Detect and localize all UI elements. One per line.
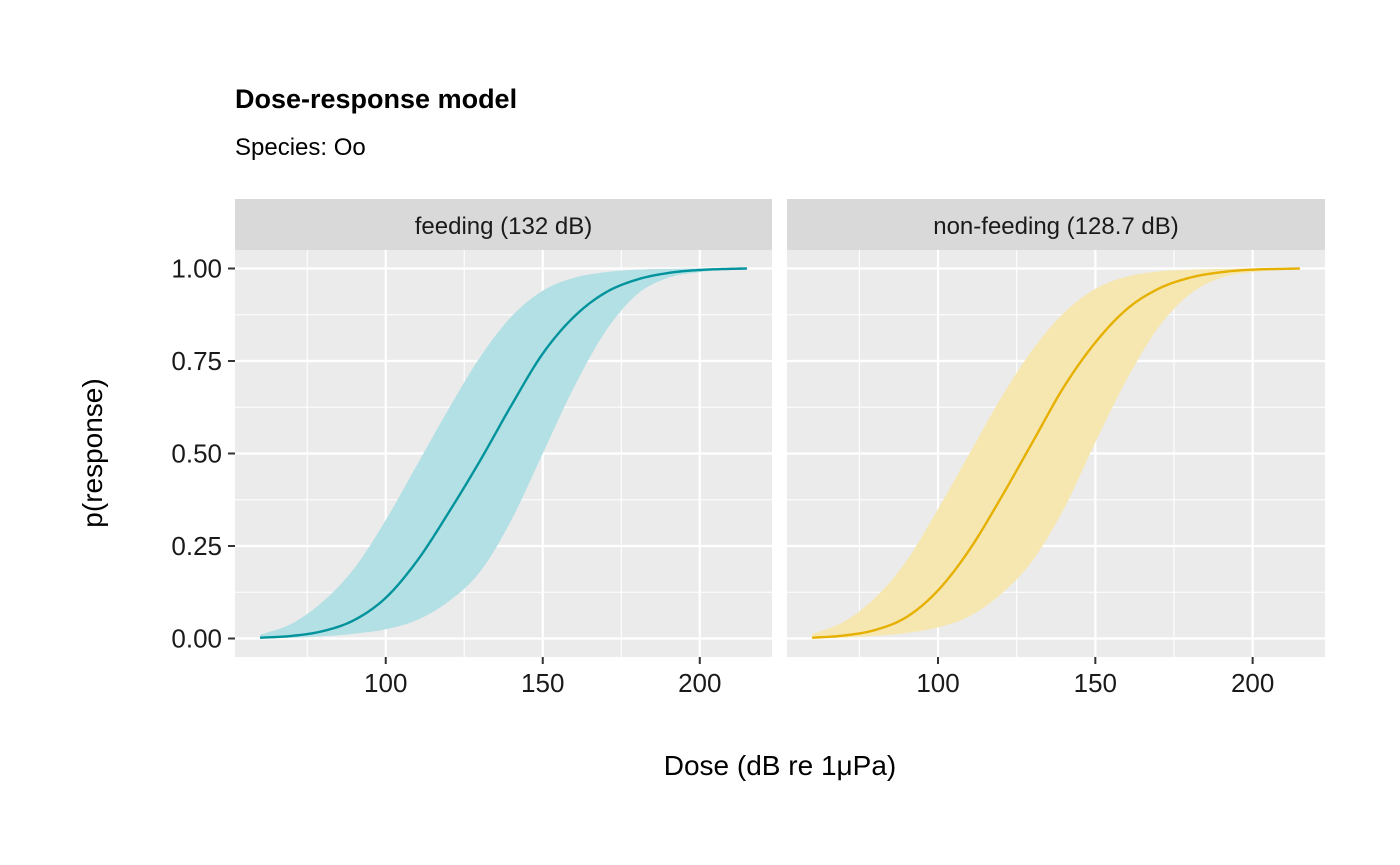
x-axis-title: Dose (dB re 1μPa) [664,750,896,781]
chart-title: Dose-response model [235,84,517,114]
chart-subtitle: Species: Oo [235,134,366,161]
y-tick-label: 0.50 [171,439,222,469]
x-tick-label: 150 [521,668,564,698]
x-tick-label: 100 [916,668,959,698]
facet-strip [787,199,1325,250]
facet-panels: feeding (132 dB) 100 150 200 0.00 0.25 0.50 0.7… [171,199,1325,698]
y-tick-label: 1.00 [171,254,222,284]
x-tick-label: 200 [1231,668,1274,698]
dose-response-curve [260,267,747,639]
y-tick-label: 0.00 [171,624,222,654]
x-tick-label: 100 [364,668,407,698]
confidence-ribbon [812,268,1300,639]
facet-strip [235,199,772,250]
y-axis-title: p(response) [77,378,108,527]
facet-panel-1: feeding (132 dB) 100 150 200 0.00 0.25 0.50 0.7… [171,199,772,698]
facet-strip-label: non-feeding (128.7 dB) [933,213,1179,240]
facet-panel-2: non-feeding (128.7 dB) 100 150 200 [787,199,1325,698]
dose-response-curve [812,267,1300,639]
x-tick-label: 200 [678,668,721,698]
facet-strip-label: feeding (132 dB) [415,213,592,240]
confidence-ribbon [260,268,747,639]
y-tick-label: 0.75 [171,346,222,376]
x-tick-label: 150 [1074,668,1117,698]
y-tick-label: 0.25 [171,531,222,561]
